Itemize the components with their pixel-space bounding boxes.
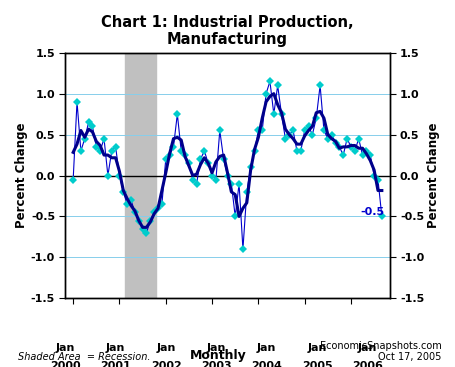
Text: Jan: Jan (106, 343, 125, 353)
Text: Monthly: Monthly (190, 349, 247, 362)
Text: 2003: 2003 (201, 361, 232, 367)
Text: 2001: 2001 (100, 361, 131, 367)
Text: 2005: 2005 (302, 361, 333, 367)
Text: 2002: 2002 (151, 361, 182, 367)
Y-axis label: Percent Change: Percent Change (427, 123, 440, 228)
Text: Jan: Jan (207, 343, 226, 353)
Text: Jan: Jan (257, 343, 277, 353)
Text: 2000: 2000 (50, 361, 81, 367)
Text: Jan: Jan (157, 343, 176, 353)
Bar (125, 53, 156, 298)
Text: -0.5: -0.5 (361, 207, 385, 217)
Text: Jan: Jan (308, 343, 327, 353)
Text: Jan: Jan (358, 343, 377, 353)
Text: Jan: Jan (56, 343, 75, 353)
Text: EconomicSnapshots.com
Oct 17, 2005: EconomicSnapshots.com Oct 17, 2005 (319, 341, 441, 362)
Title: Chart 1: Industrial Production,
Manufacturing: Chart 1: Industrial Production, Manufact… (101, 15, 354, 47)
Text: Shaded Area  = Recession.: Shaded Area = Recession. (18, 352, 151, 362)
Text: 2004: 2004 (251, 361, 282, 367)
Y-axis label: Percent Change: Percent Change (15, 123, 28, 228)
Text: 2006: 2006 (352, 361, 383, 367)
